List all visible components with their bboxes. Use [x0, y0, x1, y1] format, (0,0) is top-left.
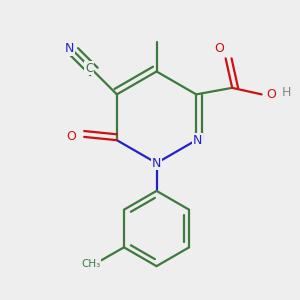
- Text: O: O: [266, 88, 276, 101]
- Text: C: C: [85, 62, 93, 75]
- Text: N: N: [65, 42, 74, 55]
- Text: CH₃: CH₃: [82, 259, 101, 269]
- Text: O: O: [66, 130, 76, 143]
- Text: N: N: [152, 157, 161, 169]
- Text: H: H: [281, 86, 291, 99]
- Text: N: N: [193, 134, 203, 147]
- Text: O: O: [214, 42, 224, 55]
